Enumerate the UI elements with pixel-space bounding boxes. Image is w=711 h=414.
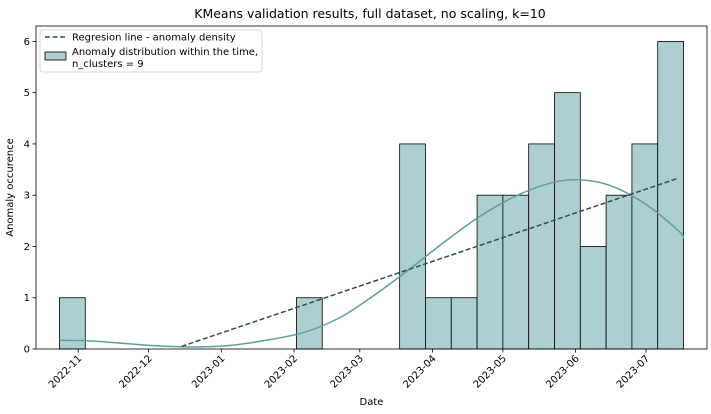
histogram-bar bbox=[657, 40, 684, 350]
curves bbox=[59, 178, 685, 348]
chart-title: KMeans validation results, full dataset,… bbox=[194, 6, 546, 21]
histogram-bar bbox=[450, 297, 478, 350]
x-tick-label: 2023-07 bbox=[615, 353, 652, 390]
x-tick-label: 2023-03 bbox=[329, 353, 366, 390]
x-axis-label: Date bbox=[360, 397, 384, 408]
y-tick-label: 5 bbox=[24, 88, 30, 99]
y-tick-label: 3 bbox=[24, 191, 30, 202]
x-tick-label: 2023-05 bbox=[472, 353, 509, 390]
legend-regression-label: Regresion line - anomaly density bbox=[72, 33, 236, 44]
histogram-bar bbox=[425, 297, 452, 350]
y-axis-label: Anomaly occurence bbox=[5, 138, 16, 237]
histogram-bar bbox=[579, 246, 607, 350]
histogram-bar bbox=[502, 194, 530, 350]
histogram-bar bbox=[554, 92, 581, 350]
histogram-bar bbox=[528, 143, 555, 350]
x-tick-label: 2023-06 bbox=[544, 353, 581, 390]
histogram-bars bbox=[59, 40, 684, 350]
histogram-bar bbox=[631, 143, 659, 350]
legend-box bbox=[39, 29, 263, 73]
y-tick-label: 2 bbox=[24, 242, 30, 253]
histogram-bar bbox=[296, 297, 323, 350]
plot-frame bbox=[35, 25, 708, 350]
legend-histogram-swatch bbox=[44, 51, 67, 61]
x-tick-label: 2023-04 bbox=[401, 353, 438, 390]
y-tick-label: 1 bbox=[24, 293, 30, 304]
legend: Regresion line - anomaly density Anomaly… bbox=[39, 29, 263, 73]
y-axis: 0 1 2 3 4 5 6 bbox=[24, 37, 36, 356]
kde-curve bbox=[59, 179, 685, 348]
y-tick-label: 6 bbox=[24, 37, 30, 48]
x-axis: 2022-11 2022-12 2023-01 2023-02 2023-03 2023-… bbox=[47, 349, 652, 391]
legend-histogram-label-line1: Anomaly distribution within the time, bbox=[72, 47, 258, 58]
regression-line bbox=[181, 178, 677, 348]
y-tick-label: 0 bbox=[24, 345, 30, 356]
histogram-bar bbox=[399, 143, 426, 350]
y-tick-label: 4 bbox=[24, 139, 30, 150]
histogram-bar bbox=[605, 194, 633, 350]
x-tick-label: 2023-01 bbox=[190, 353, 227, 390]
x-tick-label: 2023-02 bbox=[263, 353, 300, 390]
x-tick-label: 2022-11 bbox=[47, 353, 84, 390]
x-tick-label: 2022-12 bbox=[117, 353, 154, 390]
legend-histogram-label-line2: n_clusters = 9 bbox=[72, 59, 144, 70]
histogram-bar bbox=[476, 194, 504, 350]
